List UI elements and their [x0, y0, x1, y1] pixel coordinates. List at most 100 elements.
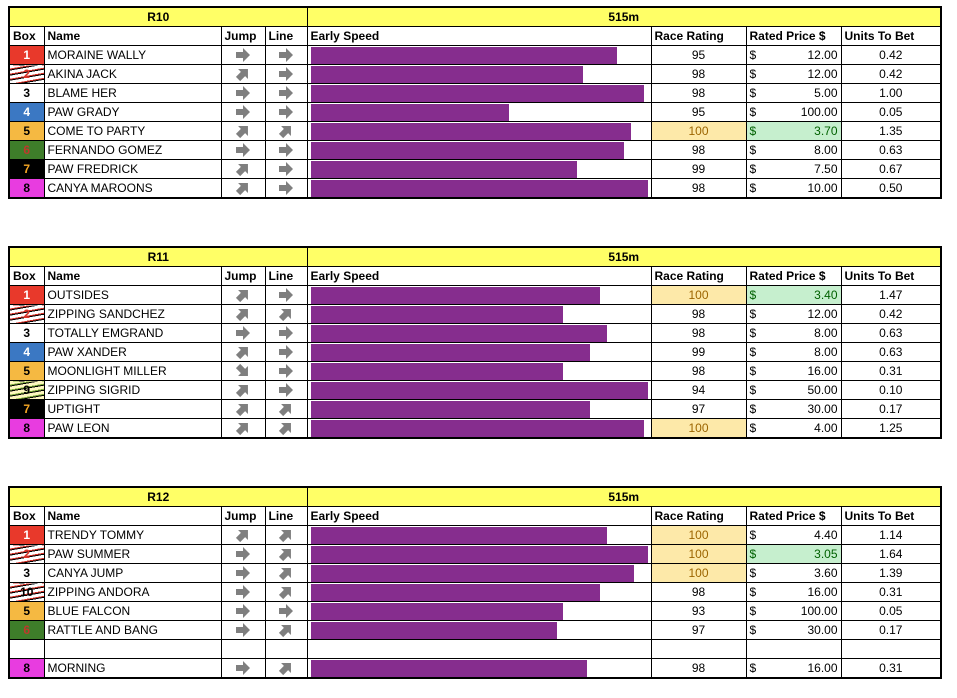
- runner-row: 4 PAW GRADY 95 $100.00 0.05: [8, 102, 942, 122]
- arrow-shape: [236, 661, 250, 675]
- runner-row: 7 UPTIGHT 97 $30.00 0.17: [8, 399, 942, 419]
- currency: $: [749, 124, 757, 138]
- arrow-icon: [235, 290, 248, 303]
- line-cell: [264, 380, 308, 400]
- arrow-icon: [235, 423, 248, 436]
- early-speed-cell: [306, 418, 652, 439]
- arrow-shape: [235, 309, 248, 322]
- currency: $: [749, 67, 757, 81]
- race-rating: 100: [650, 121, 747, 141]
- currency: $: [749, 528, 757, 542]
- units-to-bet: 0.67: [840, 159, 942, 179]
- race-table: R11 515m Box Name Jump Line Early Speed Race Ra…: [8, 246, 942, 439]
- arrow-icon: [279, 105, 293, 119]
- currency: $: [749, 661, 757, 675]
- race-distance: 515m: [306, 6, 942, 27]
- empty-cell: [43, 639, 222, 659]
- column-header: Rated Price $: [745, 26, 842, 46]
- line-cell: [264, 83, 308, 103]
- arrow-icon: [235, 126, 248, 139]
- runner-name: MORAINE WALLY: [43, 45, 222, 65]
- jump-cell: [220, 380, 266, 400]
- jump-cell: [220, 418, 266, 439]
- arrow-shape: [235, 126, 248, 139]
- early-speed-bar: [310, 122, 631, 140]
- race-rating: 97: [650, 620, 747, 640]
- race-rating: 94: [650, 380, 747, 400]
- currency: $: [749, 162, 757, 176]
- arrow-shape: [235, 164, 248, 177]
- arrow-icon: [236, 86, 250, 100]
- rated-price: $30.00: [745, 399, 842, 419]
- arrow-shape: [278, 663, 291, 676]
- units-to-bet: 0.63: [840, 140, 942, 160]
- runner-name: ZIPPING ANDORA: [43, 582, 222, 602]
- race-rating: 98: [650, 323, 747, 343]
- price-amount: 4.00: [814, 421, 838, 435]
- early-speed-bar: [310, 343, 591, 361]
- jump-cell: [220, 285, 266, 305]
- price-amount: 12.00: [807, 307, 838, 321]
- race-table: R12 515m Box Name Jump Line Early Speed Race Ra…: [8, 486, 942, 679]
- race-name: R10: [8, 6, 308, 27]
- early-speed-cell: [306, 601, 652, 621]
- column-header-row: Box Name Jump Line Early Speed Race Rating Rat…: [8, 506, 942, 526]
- units-to-bet: 1.14: [840, 525, 942, 545]
- line-cell: [264, 582, 308, 602]
- runner-row: 2 AKINA JACK 98 $12.00 0.42: [8, 64, 942, 84]
- arrow-icon: [236, 604, 250, 618]
- runner-name: TOTALLY EMGRAND: [43, 323, 222, 343]
- race-name: R11: [8, 246, 308, 267]
- race-rating: 98: [650, 361, 747, 381]
- arrow-icon: [278, 625, 291, 638]
- column-header: Box: [8, 26, 45, 46]
- runner-name: CANYA MAROONS: [43, 178, 222, 199]
- early-speed-bar: [310, 545, 648, 563]
- arrow-shape: [235, 385, 248, 398]
- arrow-shape: [236, 585, 250, 599]
- price-amount: 8.00: [814, 345, 838, 359]
- early-speed-bar: [310, 564, 635, 582]
- column-header: Box: [8, 266, 45, 286]
- runner-row: 3 BLAME HER 98 $5.00 1.00: [8, 83, 942, 103]
- currency: $: [749, 326, 757, 340]
- early-speed-cell: [306, 620, 652, 640]
- currency: $: [749, 288, 757, 302]
- jump-cell: [220, 178, 266, 199]
- early-speed-cell: [306, 285, 652, 305]
- rated-price: $10.00: [745, 178, 842, 199]
- runner-name: UPTIGHT: [43, 399, 222, 419]
- arrow-shape: [279, 364, 293, 378]
- arrow-shape: [279, 143, 293, 157]
- arrow-shape: [236, 143, 250, 157]
- price-amount: 16.00: [807, 661, 838, 675]
- units-to-bet: 1.00: [840, 83, 942, 103]
- early-speed-bar: [310, 400, 591, 418]
- line-cell: [264, 544, 308, 564]
- early-speed-bar: [310, 160, 577, 178]
- price-amount: 12.00: [807, 67, 838, 81]
- arrow-shape: [279, 181, 293, 195]
- early-speed-cell: [306, 304, 652, 324]
- line-cell: [264, 140, 308, 160]
- jump-cell: [220, 45, 266, 65]
- early-speed-bar: [310, 602, 564, 620]
- early-speed-cell: [306, 140, 652, 160]
- box-number: 3: [8, 563, 45, 583]
- box-number: 9: [8, 380, 45, 400]
- jump-cell: [220, 582, 266, 602]
- runner-name: COME TO PARTY: [43, 121, 222, 141]
- column-header: Line: [264, 26, 308, 46]
- column-header: Early Speed: [306, 506, 652, 526]
- price-amount: 3.70: [814, 124, 838, 138]
- jump-cell: [220, 620, 266, 640]
- box-number: 6: [8, 620, 45, 640]
- runner-name: BLUE FALCON: [43, 601, 222, 621]
- arrow-icon: [279, 86, 293, 100]
- price-amount: 3.60: [814, 566, 838, 580]
- box-number: 5: [8, 121, 45, 141]
- runner-name: PAW LEON: [43, 418, 222, 439]
- early-speed-cell: [306, 102, 652, 122]
- line-cell: [264, 418, 308, 439]
- race-name: R12: [8, 486, 308, 507]
